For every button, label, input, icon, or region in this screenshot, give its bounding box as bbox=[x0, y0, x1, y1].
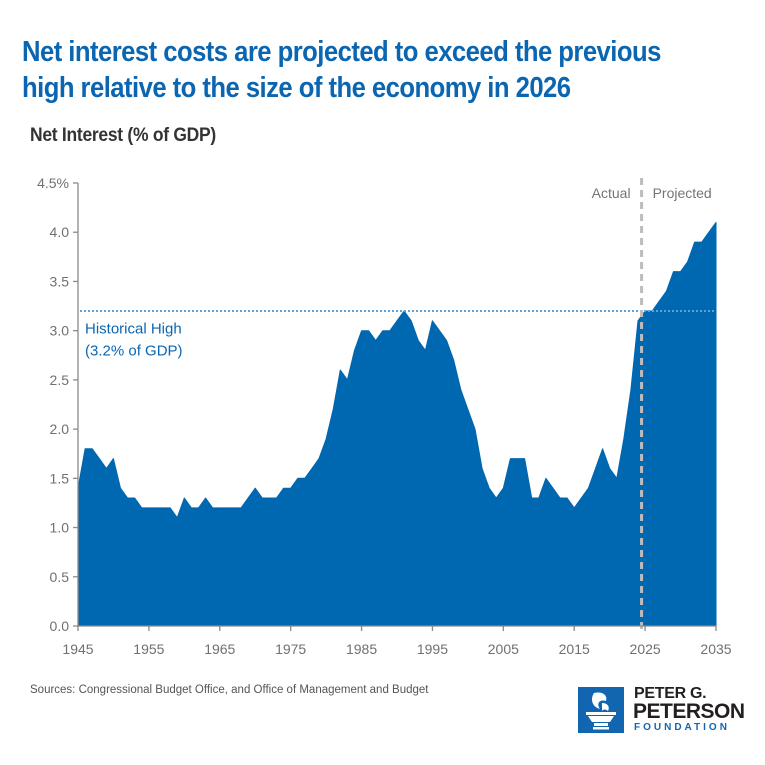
y-tick-label: 4.5% bbox=[37, 175, 69, 191]
source-note: Sources: Congressional Budget Office, an… bbox=[30, 684, 429, 696]
historical-high-label: Historical High bbox=[85, 321, 182, 338]
chart-title: Net interest costs are projected to exce… bbox=[22, 34, 751, 106]
y-tick-label: 3.0 bbox=[50, 323, 70, 339]
x-tick-label: 1985 bbox=[346, 641, 377, 657]
projected-label: Projected bbox=[653, 185, 712, 201]
logo-text-foundation: FOUNDATION bbox=[634, 722, 730, 733]
y-tick-label: 2.5 bbox=[50, 372, 70, 388]
actual-label: Actual bbox=[592, 185, 631, 201]
y-tick-label: 1.5 bbox=[50, 470, 70, 486]
x-tick-label: 2015 bbox=[559, 641, 590, 657]
chart-subtitle: Net Interest (% of GDP) bbox=[30, 125, 216, 146]
logo-text-peterson: PETERSON bbox=[633, 700, 745, 723]
x-tick-label: 2035 bbox=[700, 641, 731, 657]
y-tick-label: 4.0 bbox=[50, 224, 70, 240]
peterson-foundation-logo: PETER G. PETERSON FOUNDATION bbox=[578, 685, 745, 733]
logo-text-peter-g: PETER G. bbox=[634, 685, 707, 702]
x-tick-label: 2005 bbox=[488, 641, 519, 657]
x-tick-label: 1965 bbox=[204, 641, 235, 657]
x-tick-label: 1975 bbox=[275, 641, 306, 657]
x-tick-label: 1995 bbox=[417, 641, 448, 657]
x-tick-label: 1955 bbox=[133, 641, 164, 657]
y-tick-label: 1.0 bbox=[50, 520, 70, 536]
torch-icon bbox=[578, 687, 624, 733]
x-tick-label: 1945 bbox=[62, 641, 93, 657]
historical-high-value-label: (3.2% of GDP) bbox=[85, 342, 183, 359]
net-interest-area bbox=[77, 221, 717, 627]
y-tick-label: 0.5 bbox=[50, 569, 70, 585]
chart-title-line1: Net interest costs are projected to exce… bbox=[22, 36, 661, 68]
chart-title-line2: high relative to the size of the economy… bbox=[22, 72, 571, 104]
x-tick-label: 2025 bbox=[630, 641, 661, 657]
y-tick-label: 2.0 bbox=[50, 421, 70, 437]
y-tick-label: 3.5 bbox=[50, 273, 70, 289]
y-tick-label: 0.0 bbox=[50, 618, 70, 634]
